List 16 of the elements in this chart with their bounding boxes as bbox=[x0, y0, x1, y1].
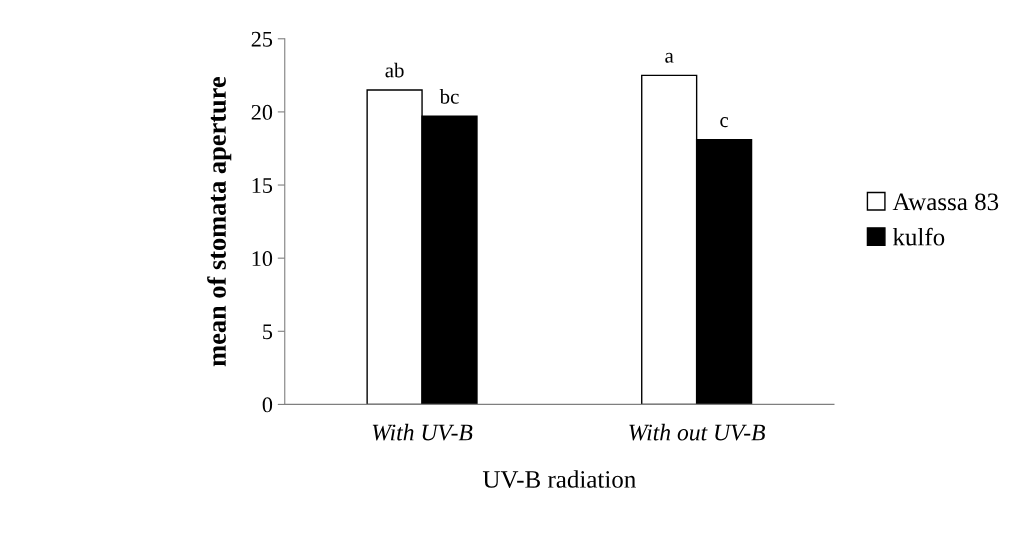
data-label: ab bbox=[385, 62, 404, 78]
y-tick-label: 20 bbox=[251, 104, 273, 120]
legend-label: kulfo bbox=[892, 227, 945, 246]
y-axis-title: mean of stomata aperture bbox=[207, 77, 232, 367]
data-label: a bbox=[665, 52, 674, 63]
legend-label: Awassa 83 bbox=[892, 193, 999, 211]
x-tick-label: With UV-B bbox=[372, 423, 473, 441]
y-tick-label: 15 bbox=[252, 178, 273, 193]
data-label: c bbox=[720, 117, 729, 128]
y-tick-label: 0 bbox=[262, 397, 273, 413]
x-axis-title: UV-B radiation bbox=[482, 470, 636, 488]
y-tick-label: 10 bbox=[252, 251, 273, 267]
y-tick-label: 5 bbox=[263, 324, 273, 340]
x-tick-label: With out UV-B bbox=[629, 423, 765, 441]
data-label: bc bbox=[439, 89, 459, 104]
y-tick-label: 25 bbox=[251, 31, 273, 47]
